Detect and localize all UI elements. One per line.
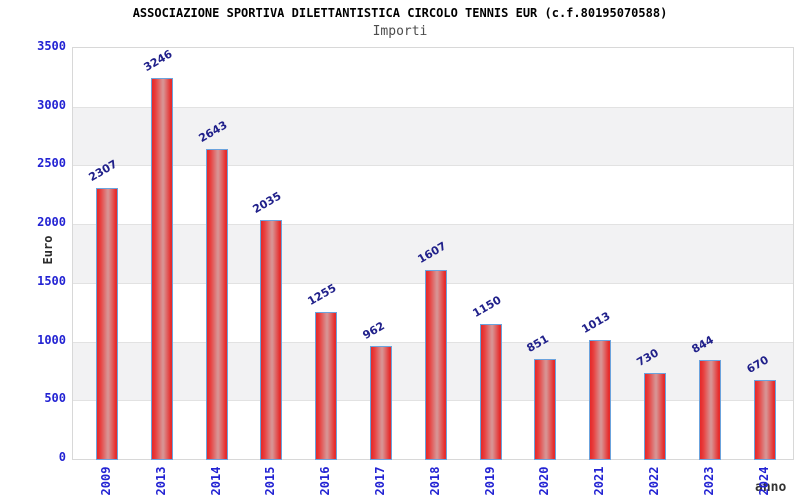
gridline	[73, 165, 793, 167]
x-tick-label: 2020	[537, 466, 552, 496]
bar	[479, 323, 502, 460]
grid-band	[73, 106, 793, 166]
bar	[424, 270, 447, 460]
x-tick-label: 2014	[208, 466, 223, 496]
bar	[589, 340, 612, 460]
x-tick-label: 2018	[427, 466, 442, 496]
y-tick-label: 3000	[37, 97, 66, 112]
x-tick-label: 2016	[318, 466, 333, 496]
grid-band	[73, 48, 793, 107]
x-tick-label: 2024	[756, 466, 771, 496]
grid-band	[73, 165, 793, 225]
bar	[150, 77, 173, 460]
chart-subtitle: Importi	[372, 24, 428, 39]
x-tick-label: 2022	[647, 466, 661, 496]
y-tick-label: 1500	[37, 273, 66, 288]
x-tick-label: 2019	[482, 466, 497, 496]
x-tick-label: 2017	[373, 466, 387, 496]
chart-title: ASSOCIAZIONE SPORTIVA DILETTANTISTICA CI…	[132, 6, 668, 20]
y-tick-label: 0	[58, 450, 66, 464]
y-tick-label: 500	[44, 391, 66, 406]
x-tick-label: 2021	[592, 466, 607, 496]
gridline	[73, 224, 793, 226]
bar	[753, 380, 776, 460]
bar	[644, 373, 666, 460]
bar	[534, 359, 557, 460]
bar	[96, 188, 118, 460]
x-tick-label: 2023	[701, 466, 716, 496]
plot-area: 2307 3246 2643 2035 1255 962 1607 1150 851 1013 73…	[72, 47, 794, 460]
x-axis-title: anno	[755, 480, 787, 495]
x-tick-label: 2015	[263, 466, 278, 496]
bar	[315, 311, 338, 460]
x-tick-label: 2009	[99, 466, 113, 496]
bar	[370, 346, 392, 460]
y-tick-label: 2500	[37, 156, 66, 171]
y-tick-label: 1000	[37, 332, 66, 347]
gridline	[73, 106, 793, 108]
y-tick-label: 2000	[37, 215, 66, 230]
y-tick-label: 3500	[37, 39, 66, 53]
bar	[260, 220, 283, 460]
bar	[205, 148, 228, 460]
x-tick-label: 2013	[153, 466, 168, 496]
bar	[698, 359, 721, 460]
